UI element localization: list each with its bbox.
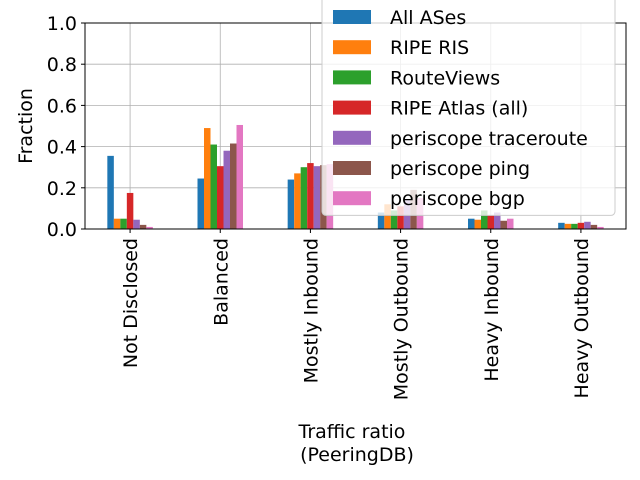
- x-tick-label: Balanced: [210, 238, 232, 326]
- bar: [564, 223, 572, 229]
- bar: [507, 218, 514, 229]
- bar: [287, 179, 295, 229]
- x-ticks: Not Disclosed Balanced Mostly Inbound Mostl…: [120, 229, 593, 400]
- bar: [294, 173, 301, 229]
- bar: [468, 218, 475, 229]
- bar: [139, 224, 147, 229]
- bar: [377, 212, 385, 229]
- legend-entry: periscope bgp: [390, 188, 525, 210]
- bar: [494, 212, 501, 229]
- y-tick-label: 0.8: [47, 54, 77, 76]
- bar: [204, 128, 211, 229]
- x-axis-label-line-1: Traffic ratio: [298, 421, 406, 443]
- x-tick-label: Mostly Inbound: [300, 238, 322, 383]
- legend-swatch: [333, 130, 371, 145]
- x-tick-label: Mostly Outbound: [391, 238, 413, 400]
- bar: [558, 222, 565, 229]
- legend-swatch: [333, 191, 371, 206]
- bar: [120, 218, 127, 229]
- bar: [577, 222, 585, 229]
- bar: [590, 224, 598, 229]
- bar: [126, 192, 134, 229]
- bar: [217, 166, 224, 229]
- x-axis-label-line-2: (PeeringDB): [300, 444, 414, 466]
- bar: [571, 223, 578, 229]
- bar: [481, 210, 488, 229]
- x-tick-label: Not Disclosed: [120, 238, 142, 368]
- legend-swatch: [333, 161, 371, 175]
- bar: [487, 215, 494, 229]
- legend-box: [321, 0, 616, 216]
- legend-entry: RIPE RIS: [390, 37, 469, 59]
- legend-swatch: [333, 40, 371, 55]
- bar: [307, 163, 314, 229]
- bar: [230, 143, 237, 229]
- legend-entry: RIPE Atlas (all): [390, 98, 528, 120]
- y-tick-label: 1.0: [47, 13, 77, 35]
- legend-entry: periscope ping: [390, 158, 530, 180]
- x-tick-label: Heavy Inbound: [481, 238, 503, 382]
- bar: [384, 204, 391, 229]
- legend-swatch: [333, 100, 371, 115]
- bar: [133, 219, 140, 229]
- bar: [107, 155, 114, 229]
- bar: [584, 221, 591, 229]
- legend: All ASes RIPE RIS RouteViews RIPE Atlas (al…: [321, 0, 616, 216]
- bar: [390, 210, 398, 229]
- bar: [113, 218, 121, 229]
- y-tick-label: 0.2: [47, 178, 77, 200]
- y-ticks: 0.0 0.2 0.4 0.6 0.8 1.0: [47, 13, 85, 241]
- x-tick-label: Heavy Outbound: [571, 238, 593, 398]
- legend-swatch: [333, 10, 371, 24]
- bar: [210, 144, 217, 229]
- y-tick-label: 0.0: [47, 219, 77, 241]
- bar: [236, 124, 243, 229]
- y-axis-label: Fraction: [15, 88, 37, 164]
- bar: [474, 219, 481, 229]
- bar: [313, 166, 321, 229]
- legend-swatch: [333, 70, 371, 85]
- bar: [146, 226, 153, 229]
- y-tick-label: 0.6: [47, 95, 77, 117]
- bar: [300, 167, 308, 229]
- legend-entry: All ASes: [390, 7, 466, 29]
- bar: [597, 226, 604, 229]
- bar: [500, 220, 507, 229]
- x-axis-label: Traffic ratio (PeeringDB): [298, 421, 414, 466]
- bar: [223, 150, 230, 229]
- legend-entry: periscope traceroute: [390, 128, 588, 150]
- y-tick-label: 0.4: [47, 137, 77, 159]
- legend-entry: RouteViews: [390, 67, 500, 89]
- bar: [397, 206, 404, 229]
- bar: [197, 178, 204, 229]
